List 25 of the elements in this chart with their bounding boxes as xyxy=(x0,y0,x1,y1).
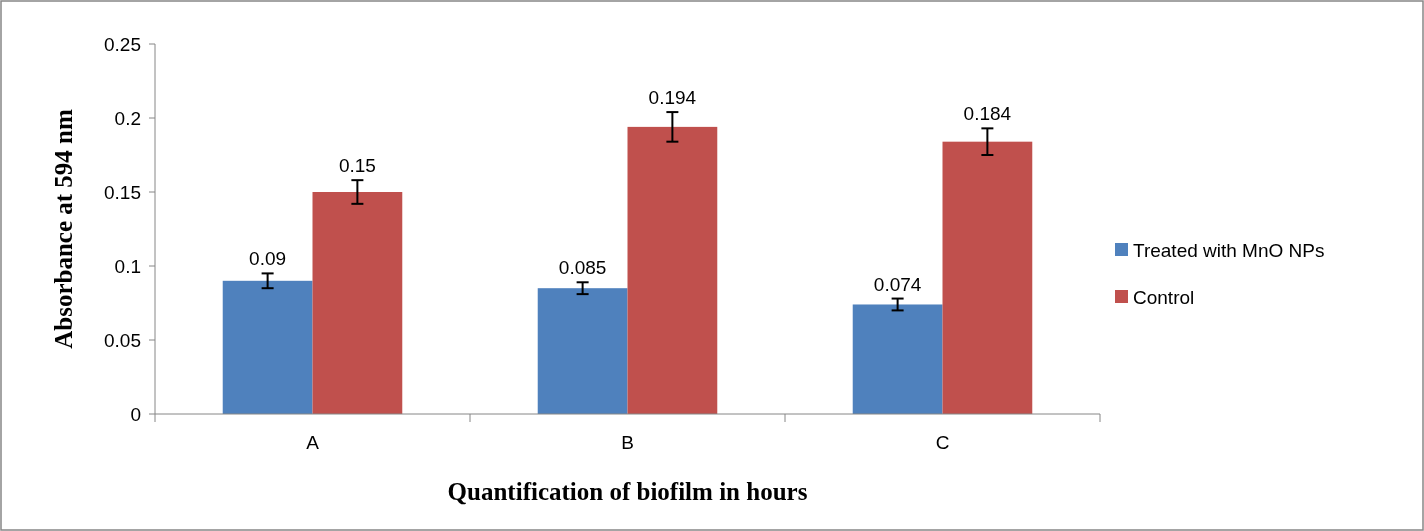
legend-label: Control xyxy=(1133,286,1195,308)
y-tick-label: 0.1 xyxy=(114,255,141,277)
y-axis-title: Absorbance at 594 nm xyxy=(50,109,77,349)
data-label: 0.194 xyxy=(648,87,697,109)
data-label: 0.09 xyxy=(249,248,287,270)
bar xyxy=(537,288,628,414)
bar xyxy=(852,304,943,414)
x-tick-label: C xyxy=(935,432,950,453)
data-label: 0.15 xyxy=(338,155,376,177)
x-axis-title: Quantification of biofilm in hours xyxy=(447,478,808,505)
bar xyxy=(627,126,718,414)
y-tick-label: 0.05 xyxy=(104,329,141,351)
y-tick-label: 0.25 xyxy=(104,33,141,55)
data-label: 0.184 xyxy=(963,103,1012,125)
y-tick-label: 0.15 xyxy=(104,181,141,203)
x-tick-label: A xyxy=(306,432,320,453)
y-tick-label: 0 xyxy=(130,403,141,425)
data-label: 0.085 xyxy=(558,257,607,279)
data-label: 0.074 xyxy=(873,273,922,295)
legend-label: Treated with MnO NPs xyxy=(1133,239,1325,261)
bar xyxy=(942,141,1033,414)
bar xyxy=(222,280,313,414)
x-tick-label: B xyxy=(621,432,634,453)
y-tick-label: 0.2 xyxy=(114,107,141,129)
bar xyxy=(312,192,403,414)
